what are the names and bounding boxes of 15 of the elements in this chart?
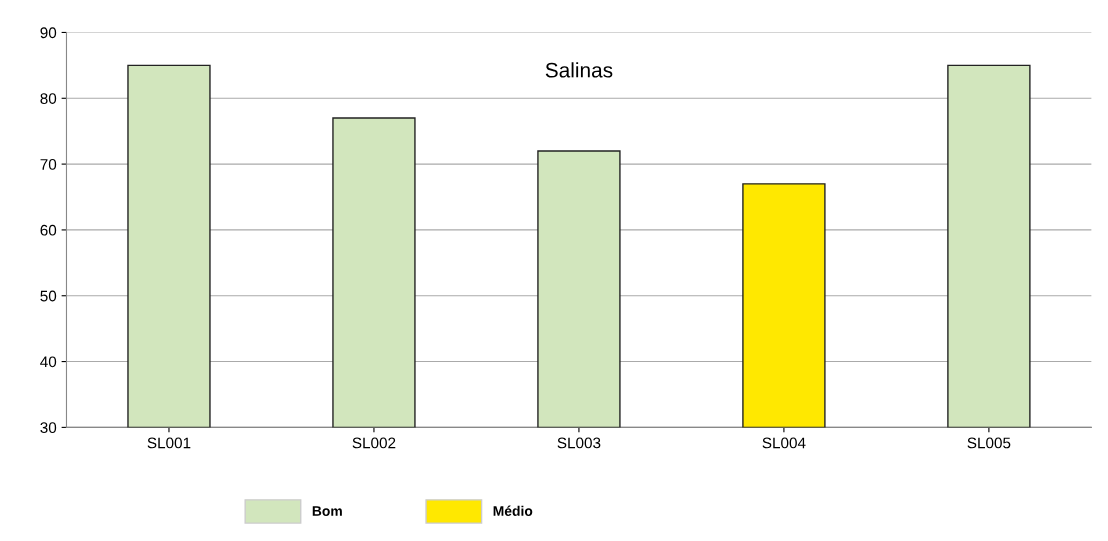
x-tick-label: SL004 bbox=[762, 437, 806, 449]
y-tick-label: 80 bbox=[40, 93, 57, 104]
text: Salinas bbox=[545, 62, 613, 78]
y-tick-label: 40 bbox=[40, 356, 57, 368]
y-tick-label: 60 bbox=[40, 224, 57, 236]
legend-label: Médio bbox=[493, 505, 533, 516]
x-tick-label: SL005 bbox=[967, 437, 1011, 449]
x-tick-label: SL002 bbox=[352, 437, 396, 449]
y-tick-label: 70 bbox=[40, 158, 57, 170]
y-tick-label: 90 bbox=[40, 27, 57, 39]
legend-label: Bom bbox=[312, 506, 342, 516]
x-tick-label: SL003 bbox=[557, 437, 601, 449]
x-tick-label: SL001 bbox=[147, 437, 191, 449]
y-tick-label: 50 bbox=[40, 290, 57, 302]
y-tick-label: 30 bbox=[40, 422, 57, 434]
